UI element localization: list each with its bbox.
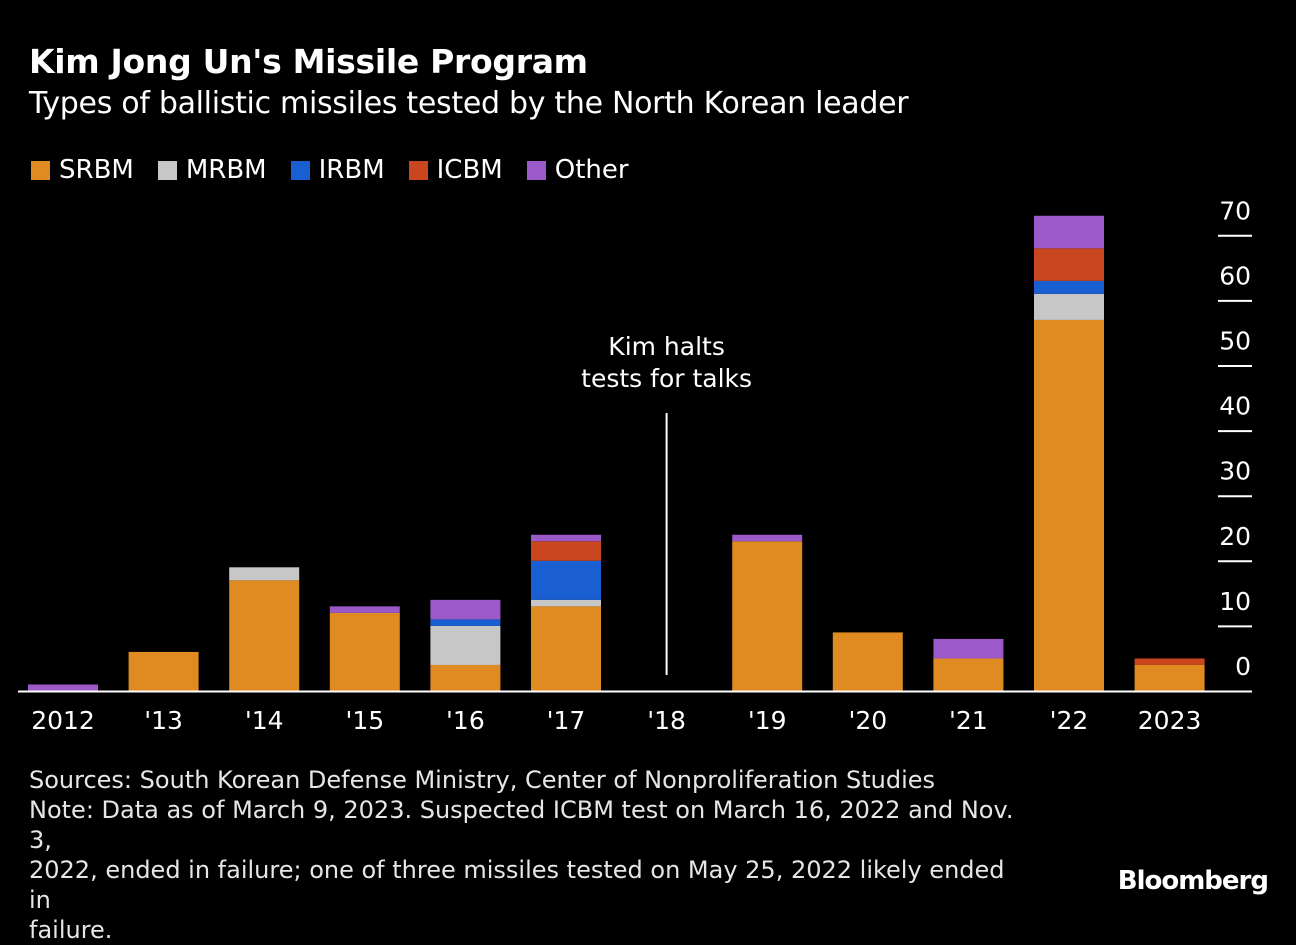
x-tick-label-7: '19: [748, 706, 787, 735]
chart-title: Kim Jong Un's Missile Program: [29, 42, 588, 81]
chart-subtitle: Types of ballistic missiles tested by th…: [29, 86, 909, 121]
y-tick-label-50: 50: [1219, 327, 1251, 356]
x-tick-label-0: 2012: [31, 706, 95, 735]
x-tick-label-10: '22: [1050, 706, 1089, 735]
bar-srbm-3: [329, 612, 400, 691]
footnote-sources: Sources: South Korean Defense Ministry, …: [29, 766, 935, 794]
bar-other-5: [531, 534, 601, 542]
legend-label-srbm: SRBM: [59, 155, 134, 185]
legend-swatch-other: [526, 160, 546, 180]
y-tick-label-20: 20: [1219, 522, 1251, 551]
bloomberg-logo: Bloomberg: [1117, 866, 1269, 896]
x-tick-label-4: '16: [446, 706, 485, 735]
legend-item-icbm: ICBM: [408, 155, 503, 185]
bar-chart: 0 10 20 30 40 50 60 70 2012 '13 '14 '15 '16 '17 '18 '19…: [18, 196, 1252, 735]
y-tick-label-60: 60: [1219, 261, 1251, 290]
y-tick-label-70: 70: [1219, 196, 1251, 225]
bar-other-3: [329, 606, 400, 613]
x-tick-label-6: '18: [647, 706, 686, 735]
legend-item-mrbm: MRBM: [157, 155, 267, 185]
y-tick-label-10: 10: [1219, 587, 1251, 616]
x-tick-label-8: '20: [848, 706, 887, 735]
x-tick-label-9: '21: [949, 706, 988, 735]
footnote-note-line-1: Note: Data as of March 9, 2023. Suspecte…: [29, 796, 1014, 854]
annotation-text-line-1: Kim halts: [608, 332, 725, 361]
legend-label-mrbm: MRBM: [185, 155, 267, 185]
bar-icbm-5: [531, 541, 601, 561]
legend-swatch-icbm: [408, 160, 428, 180]
y-tick-label-40: 40: [1219, 392, 1251, 421]
bar-irbm-5: [531, 560, 601, 600]
x-tick-label-11: 2023: [1138, 706, 1202, 735]
bar-other-7: [732, 534, 803, 542]
bar-srbm-7: [732, 541, 803, 691]
bar-mrbm-5: [531, 599, 601, 607]
x-tick-label-1: '13: [144, 706, 183, 735]
bar-irbm-10: [1034, 280, 1104, 294]
bar-other-0: [28, 684, 98, 691]
x-tick-label-2: '14: [245, 706, 284, 735]
legend-item-irbm: IRBM: [290, 155, 385, 185]
bar-mrbm-10: [1034, 293, 1104, 320]
legend-swatch-irbm: [290, 160, 310, 180]
legend-label-other: Other: [554, 155, 629, 185]
bar-srbm-4: [430, 664, 501, 691]
bar-other-4: [430, 599, 501, 620]
bar-mrbm-4: [430, 625, 501, 665]
legend-item-other: Other: [526, 155, 629, 185]
y-tick-label-30: 30: [1219, 457, 1251, 486]
x-tick-label-5: '17: [547, 706, 586, 735]
footnote-note-line-2: 2022, ended in failure; one of three mis…: [29, 856, 1005, 914]
y-tick-label-0: 0: [1235, 652, 1251, 681]
footnote-note-line-3: failure.: [29, 916, 113, 944]
bar-srbm-2: [229, 580, 300, 691]
annotation-text-line-2: tests for talks: [581, 364, 752, 393]
bar-srbm-11: [1134, 664, 1205, 691]
bar-srbm-9: [933, 658, 1004, 691]
bar-other-10: [1034, 215, 1104, 249]
bar-srbm-1: [128, 651, 199, 691]
x-tick-label-3: '15: [345, 706, 384, 735]
bar-icbm-10: [1034, 248, 1104, 281]
bar-mrbm-2: [229, 567, 300, 581]
bar-icbm-11: [1134, 658, 1205, 665]
bar-irbm-4: [430, 619, 501, 626]
bar-other-9: [933, 638, 1004, 659]
bar-srbm-5: [531, 606, 601, 691]
legend-swatch-mrbm: [157, 160, 177, 180]
legend-item-srbm: SRBM: [31, 155, 134, 185]
legend-label-irbm: IRBM: [318, 155, 385, 185]
legend-label-icbm: ICBM: [436, 155, 503, 185]
bar-srbm-10: [1034, 319, 1104, 691]
legend: SRBM MRBM IRBM ICBM Other: [31, 155, 629, 185]
bar-srbm-8: [832, 632, 903, 691]
legend-swatch-srbm: [31, 160, 50, 180]
footnote: Sources: South Korean Defense Ministry, …: [29, 765, 1029, 945]
